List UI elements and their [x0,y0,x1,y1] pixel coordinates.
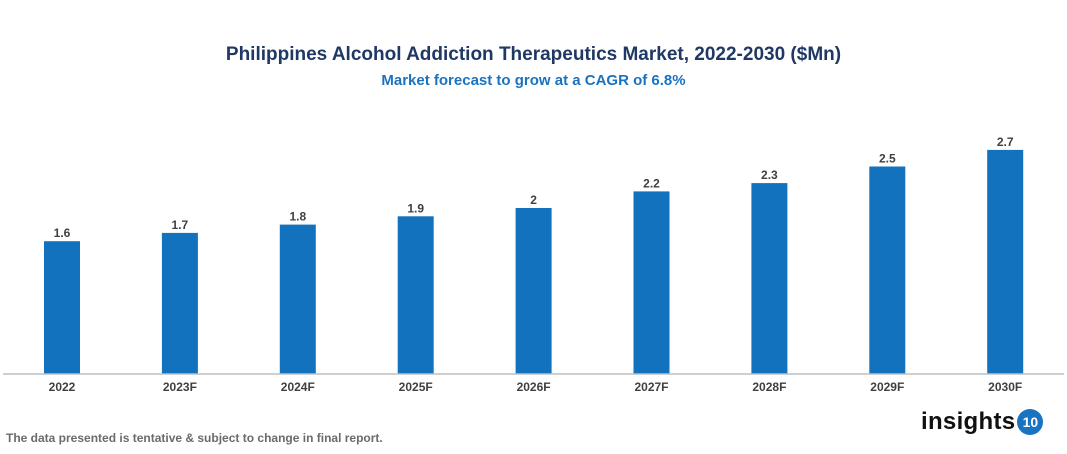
x-tick-label: 2026F [517,380,551,394]
bar [44,241,80,374]
x-tick-label: 2025F [399,380,433,394]
logo-badge: 10 [1017,409,1044,435]
bar [515,208,552,374]
data-label: 1.7 [172,218,189,232]
logo-text: insights [921,408,1016,435]
data-label: 2.5 [879,152,896,166]
bar [397,216,434,374]
bar [633,191,670,374]
x-tick-label: 2024F [281,380,315,394]
x-tick-label: 2028F [752,380,786,394]
data-label: 1.8 [289,210,306,224]
bar [751,183,788,374]
bar [987,149,1024,374]
data-label: 1.9 [407,201,424,215]
x-tick-label: 2029F [870,380,904,394]
insights10-logo: insights 10 [921,408,1044,436]
bar [279,224,316,374]
data-label: 2.7 [997,135,1014,149]
x-tick-label: 2023F [163,380,197,394]
data-label: 2.2 [643,176,660,190]
bar [869,166,906,374]
x-tick-label: 2022 [49,380,76,394]
bar [161,232,198,374]
x-tick-label: 2030F [988,380,1022,394]
chart-title: Philippines Alcohol Addiction Therapeuti… [225,44,842,65]
data-label: 2 [530,193,537,207]
disclaimer-note: The data presented is tentative & subjec… [6,431,383,445]
data-label: 2.3 [761,168,778,182]
chart-subtitle: Market forecast to grow at a CAGR of 6.8… [381,72,686,89]
data-label: 1.6 [54,226,71,240]
x-tick-label: 2027F [634,380,668,394]
